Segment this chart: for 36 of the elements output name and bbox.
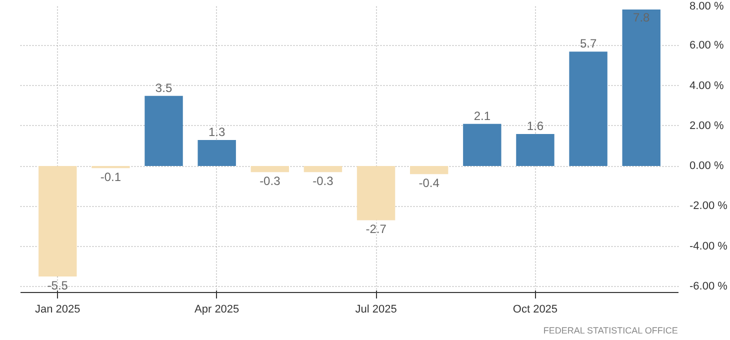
- data-label: -0.1: [100, 170, 122, 184]
- bar: [144, 96, 183, 166]
- data-label: -5.5: [47, 278, 68, 292]
- x-tick-label: Jul 2025: [355, 304, 397, 316]
- bar: [463, 124, 502, 166]
- data-label: 2.1: [474, 108, 491, 123]
- y-tick-label: -6.00 %: [690, 280, 728, 292]
- x-tick-label: Oct 2025: [512, 304, 558, 316]
- data-label: 7.8: [633, 10, 650, 25]
- bar: [622, 10, 660, 166]
- y-tick-label: 0.00 %: [690, 160, 724, 172]
- bar: [410, 166, 448, 174]
- data-label: -0.3: [312, 174, 334, 188]
- bar: [198, 140, 236, 166]
- bar: [516, 134, 554, 166]
- data-label: 1.3: [208, 124, 226, 139]
- data-label: 5.7: [580, 36, 597, 51]
- data-label: -0.4: [418, 176, 440, 190]
- y-tick-label: 2.00 %: [690, 120, 724, 132]
- y-tick-label: 4.00 %: [690, 80, 724, 92]
- bar: [38, 166, 77, 276]
- data-label: 1.6: [526, 118, 544, 133]
- bar: [250, 166, 290, 172]
- x-tick-label: Jan 2025: [35, 304, 80, 316]
- bar: [569, 52, 608, 166]
- data-label: 3.5: [155, 80, 172, 95]
- y-tick-label: 6.00 %: [690, 40, 724, 52]
- y-tick-label: -2.00 %: [690, 200, 728, 212]
- bar: [304, 166, 342, 172]
- y-tick-label: 8.00 %: [690, 0, 724, 12]
- x-tick-label: Apr 2025: [194, 304, 240, 316]
- text: FEDERAL STATISTICAL OFFICE: [543, 326, 678, 336]
- bar: [356, 166, 396, 220]
- y-tick-label: -4.00 %: [690, 240, 728, 252]
- data-label: -2.7: [366, 222, 387, 236]
- data-label: -0.3: [260, 174, 281, 188]
